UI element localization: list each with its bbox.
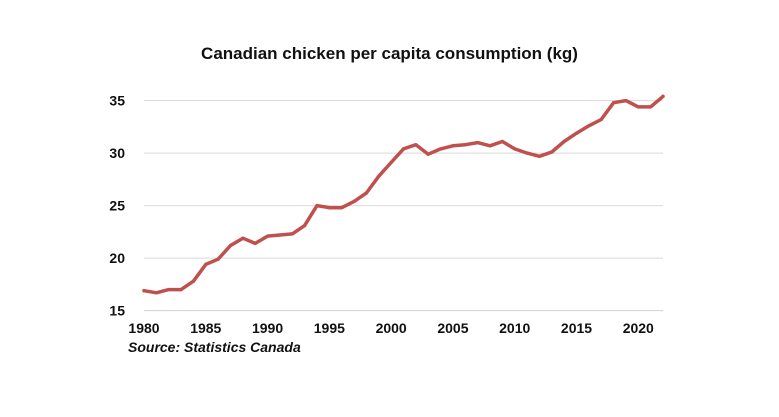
data-point (204, 262, 208, 266)
data-point (612, 101, 616, 105)
data-point (315, 204, 319, 208)
data-point (154, 291, 158, 295)
data-point (661, 94, 665, 98)
data-point (389, 160, 393, 165)
x-tick-label: 1995 (314, 320, 345, 336)
chart-title: Canadian chicken per capita consumption … (201, 44, 578, 63)
data-point (253, 241, 257, 245)
source-note: Source: Statistics Canada (128, 339, 301, 355)
gridlines (144, 100, 663, 259)
y-tick-label: 20 (109, 250, 125, 266)
x-axis-tick-labels: 1980 1985 1990 1995 2000 2005 2010 2015 2020 (128, 320, 654, 336)
data-point (401, 147, 406, 151)
data-point (550, 150, 554, 154)
data-point (228, 243, 233, 248)
data-point (303, 224, 307, 228)
data-point (216, 257, 220, 261)
data-point (488, 144, 492, 148)
data-point (513, 147, 517, 151)
series-line (142, 94, 665, 295)
data-point (537, 154, 542, 158)
data-point (340, 206, 344, 210)
data-point (142, 289, 146, 293)
x-tick-label: 2015 (561, 320, 592, 336)
data-point (179, 288, 183, 292)
data-points (142, 94, 665, 295)
data-point (266, 234, 270, 238)
x-tick-label: 2020 (623, 320, 654, 336)
x-tick-label: 1990 (252, 320, 283, 336)
y-tick-label: 35 (109, 93, 125, 109)
y-tick-label: 30 (109, 145, 125, 161)
data-point (451, 144, 455, 148)
data-point (352, 199, 356, 203)
x-tick-label: 2000 (376, 320, 407, 336)
data-point (636, 105, 640, 109)
data-point (500, 139, 504, 144)
data-point (463, 143, 467, 147)
data-point (191, 279, 195, 283)
data-point (241, 236, 245, 240)
x-tick-label: 1985 (190, 320, 221, 336)
data-point (290, 232, 294, 236)
data-point (327, 206, 331, 210)
y-tick-label: 25 (109, 198, 125, 214)
y-axis-tick-labels: 15 20 25 30 35 (109, 93, 125, 319)
x-tick-label: 1980 (128, 320, 159, 336)
data-point (599, 117, 603, 122)
data-point (167, 288, 171, 292)
data-point (574, 131, 579, 135)
data-point (562, 139, 566, 144)
data-point (364, 191, 368, 195)
data-point (587, 124, 591, 128)
data-point (377, 174, 381, 178)
y-tick-label: 15 (109, 303, 125, 319)
data-point (426, 152, 430, 156)
data-point (278, 233, 282, 237)
data-point (476, 141, 480, 145)
x-tick-label: 2005 (437, 320, 468, 336)
data-point (414, 143, 418, 147)
data-point (624, 99, 628, 103)
x-tick-label: 2010 (499, 320, 530, 336)
data-point (525, 151, 529, 155)
data-point (649, 105, 653, 109)
data-point (439, 147, 443, 151)
